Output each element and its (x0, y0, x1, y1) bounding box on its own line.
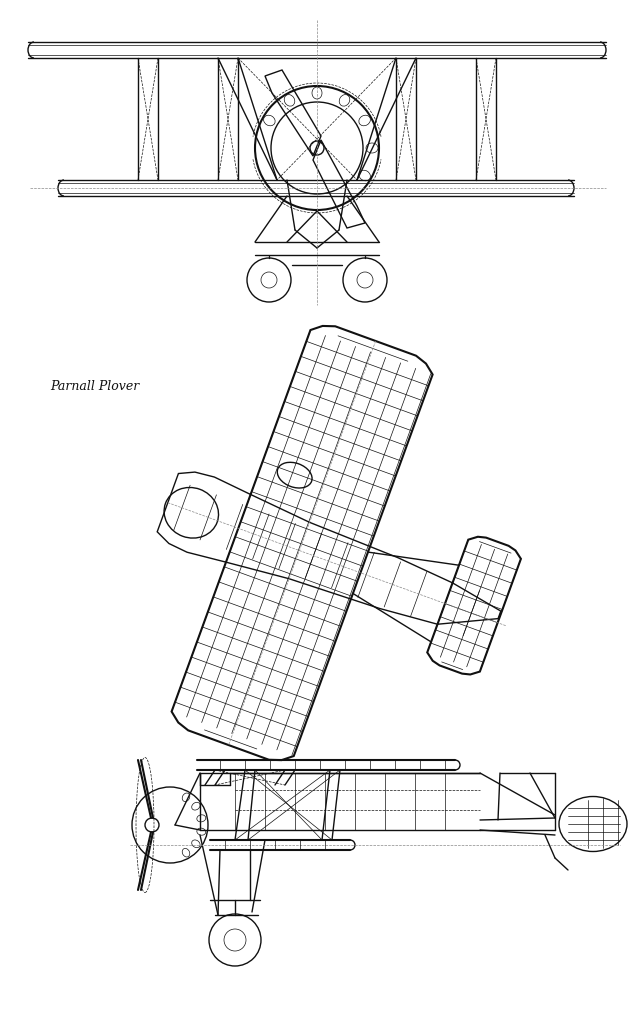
Text: Parnall Plover: Parnall Plover (50, 380, 139, 393)
